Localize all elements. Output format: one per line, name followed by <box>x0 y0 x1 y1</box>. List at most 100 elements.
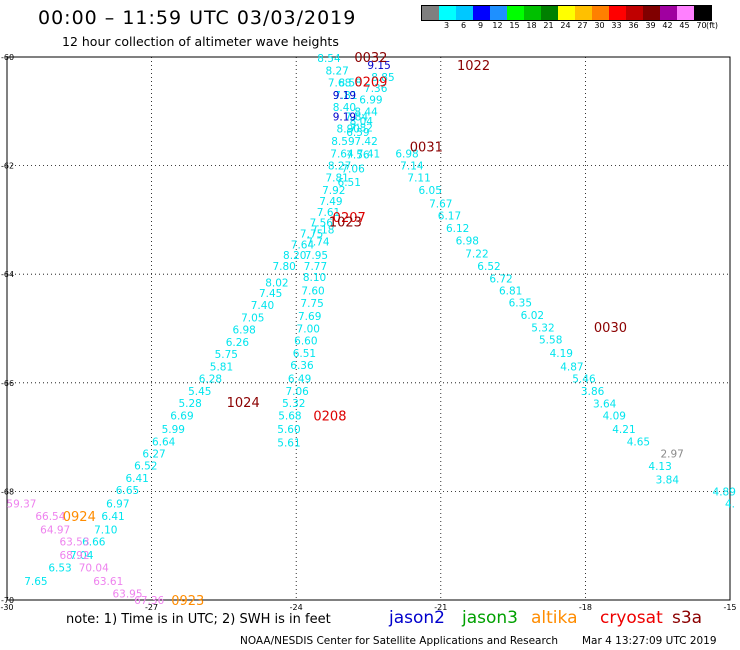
wave-height-value: 8.58 <box>338 78 361 90</box>
colorbar-label: 3 <box>443 21 450 30</box>
generated-timestamp: Mar 4 13:27:09 UTC 2019 <box>582 635 717 647</box>
wave-height-value: 6.05 <box>419 185 442 197</box>
wave-height-value: 7.40 <box>251 300 274 312</box>
colorbar-label: 15 <box>509 21 520 30</box>
wave-height-value: 4.87 <box>560 362 583 374</box>
colorbar-swatch <box>575 6 592 20</box>
wave-height-value: 7.82 <box>350 123 373 135</box>
colorbar-swatch <box>456 6 473 20</box>
latitude-tick-label: -68 <box>1 487 14 496</box>
colorbar-swatch <box>524 6 541 20</box>
wave-height-value: 8.90 <box>337 124 360 136</box>
wave-height-value: 66.54 <box>35 511 65 523</box>
wave-height-value: 4.89 <box>713 486 736 498</box>
wave-height-value: 5.46 <box>572 373 596 385</box>
wave-height-value: 7.45 <box>259 288 282 300</box>
colorbar-label: 39 <box>645 21 656 30</box>
wave-height-value: 7.81 <box>334 90 357 102</box>
wave-height-value: 8.59 <box>331 136 354 148</box>
page-title: 00:00 – 11:59 UTC 03/03/2019 <box>38 7 357 29</box>
latitude-tick-label: -66 <box>1 379 14 388</box>
wave-height-value: 70.04 <box>79 562 109 574</box>
wave-height-value: 5.45 <box>188 386 211 398</box>
colorbar-label: 6 <box>460 21 467 30</box>
wave-height-value: 7.84 <box>345 112 369 124</box>
wave-height-value: 6.51 <box>338 177 361 189</box>
wave-height-value: 6.41 <box>125 473 148 485</box>
wave-height-value: 4.09 <box>603 410 626 422</box>
colorbar-swatch <box>541 6 558 20</box>
colorbar-swatch <box>507 6 524 20</box>
wave-height-value: 7.69 <box>298 311 321 323</box>
longitude-tick-label: -24 <box>290 603 303 612</box>
wave-height-value: 7.06 <box>341 163 365 175</box>
wave-height-value: 7.68 <box>328 78 351 90</box>
wave-height-value: 63.53 <box>59 536 89 548</box>
pass-time-label: 1023 <box>329 216 362 231</box>
wave-height-value: 5.32 <box>531 322 554 334</box>
wave-height-value: 6.36 <box>290 360 314 372</box>
wave-height-value: 7.18 <box>311 225 334 237</box>
colorbar-label: 12 <box>492 21 503 30</box>
colorbar-label: 30 <box>594 21 605 30</box>
wave-height-value: 7.67 <box>429 199 452 211</box>
wave-height-value: 68.92 <box>59 550 89 562</box>
wave-height-value: 6.98 <box>456 236 479 248</box>
legend-item-s3a: s3a <box>672 608 703 628</box>
wave-height-value: 6.69 <box>170 410 193 422</box>
wave-height-value: 6.52 <box>134 460 157 472</box>
wave-height-value: 7.95 <box>305 250 328 262</box>
colorbar-label: 9 <box>477 21 484 30</box>
page-subtitle: 12 hour collection of altimeter wave hei… <box>62 34 339 49</box>
wave-height-value: 7.64 <box>330 149 354 161</box>
colorbar-swatch <box>660 6 677 20</box>
wave-height-value: 6.49 <box>288 373 311 385</box>
colorbar-swatch <box>490 6 507 20</box>
wave-height-value: 4.19 <box>550 348 573 360</box>
pass-time-label: 1024 <box>227 396 260 411</box>
wave-height-value: 7.42 <box>354 136 377 148</box>
wave-height-value: 5.60 <box>277 424 300 436</box>
wave-height-value: 6.02 <box>521 310 544 322</box>
wave-height-value: 7.11 <box>407 173 430 185</box>
wave-height-value: 8.40 <box>333 102 356 114</box>
colorbar-swatch <box>439 6 456 20</box>
pass-time-label: 0923 <box>171 594 204 609</box>
wave-height-value: 7.06 <box>285 386 309 398</box>
wave-height-value: 6.17 <box>438 211 461 223</box>
wave-height-value: 7.10 <box>94 524 117 536</box>
wave-height-value: 6.97 <box>106 498 129 510</box>
wave-height-value: 6.26 <box>226 337 250 349</box>
longitude-tick-label: -15 <box>723 603 736 612</box>
colorbar-label: 24 <box>560 21 571 30</box>
legend-item-jason2: jason2 <box>389 608 445 628</box>
wave-height-value: 6.52 <box>477 261 500 273</box>
wave-height-value: 9.19 <box>333 90 356 102</box>
wave-height-value: 6.41 <box>101 511 124 523</box>
colorbar-label: 36 <box>628 21 639 30</box>
pass-time-label: 0924 <box>63 510 96 525</box>
wave-height-value: 5.75 <box>215 349 238 361</box>
wave-height-value: 5.28 <box>178 398 201 410</box>
wave-height-value: 5.99 <box>162 424 185 436</box>
wave-height-value: 7.60 <box>301 285 324 297</box>
wave-height-value: 8.04 <box>350 116 374 128</box>
colorbar-label: 33 <box>611 21 622 30</box>
wave-height-value: 6.98 <box>232 325 255 337</box>
colorbar-unit: (ft) <box>706 21 719 30</box>
wave-height-value: 6.64 <box>152 436 176 448</box>
pass-time-label: 0030 <box>594 321 627 336</box>
wave-height-value: 6.12 <box>446 223 469 235</box>
latitude-tick-label: -60 <box>1 53 14 62</box>
wave-height-value: 7.77 <box>304 261 327 273</box>
wave-height-value: 7.00 <box>297 324 320 336</box>
wave-height-value: 9.15 <box>367 60 390 72</box>
pass-time-label: 1022 <box>457 59 490 74</box>
colorbar-swatch <box>592 6 609 20</box>
latitude-tick-label: -64 <box>1 270 14 279</box>
legend-item-jason3: jason3 <box>462 608 518 628</box>
longitude-tick-label: -30 <box>0 603 13 612</box>
colorbar-swatch <box>609 6 626 20</box>
legend-item-cryosat: cryosat <box>600 608 663 628</box>
wave-height-value: 7.74 <box>306 237 330 249</box>
